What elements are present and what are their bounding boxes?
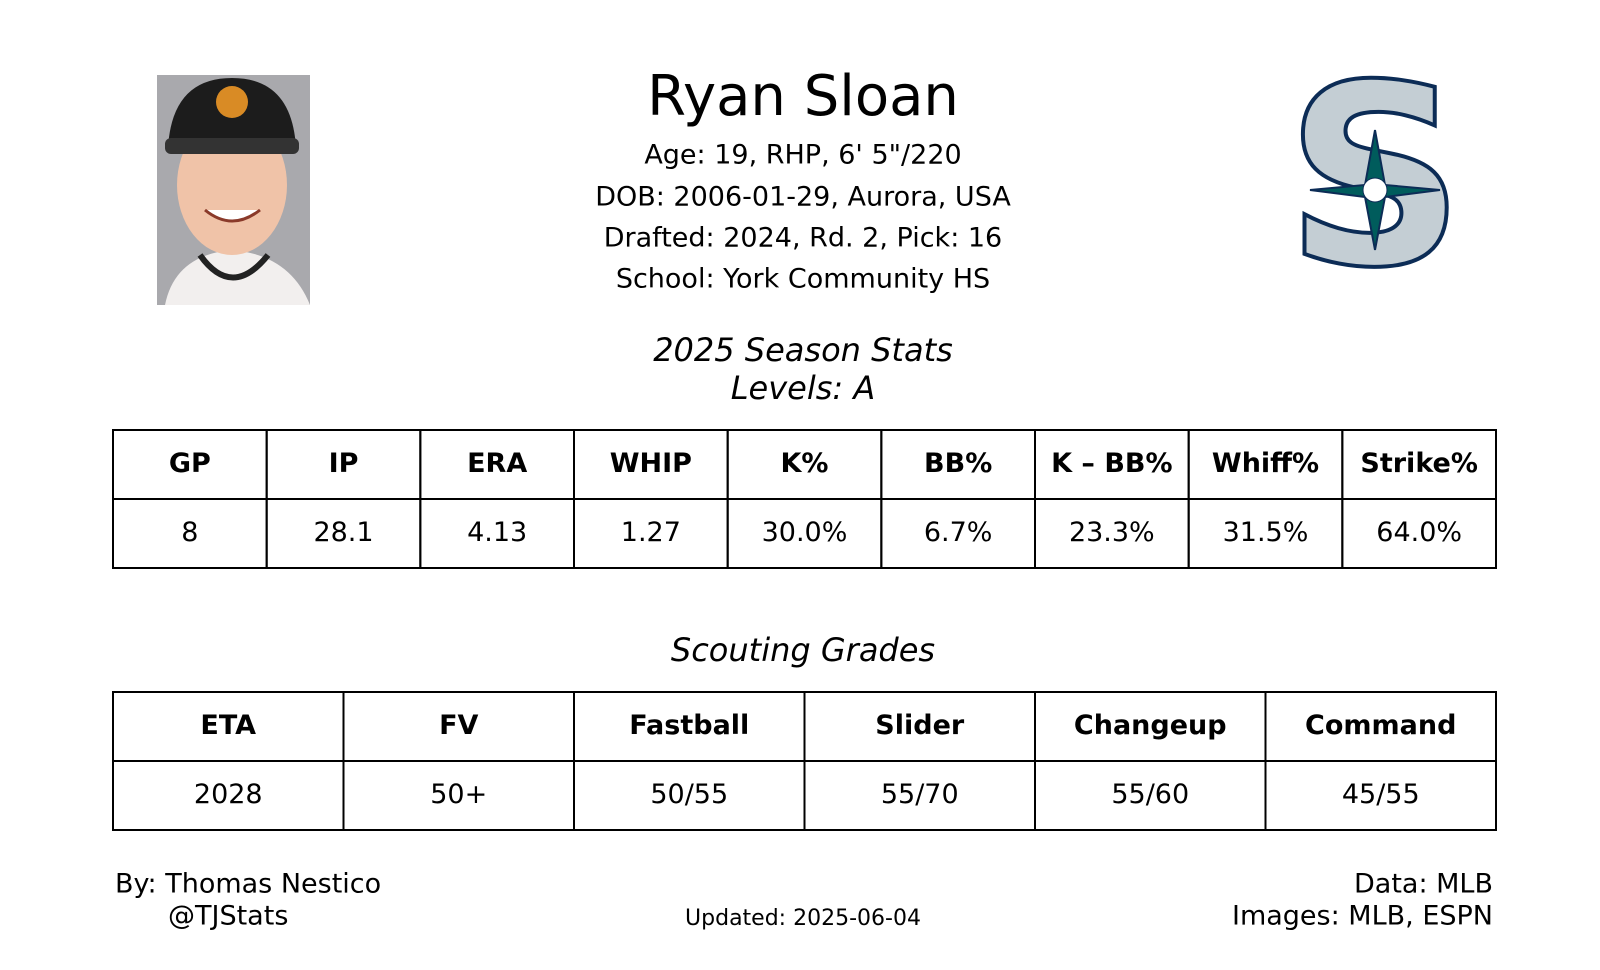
column-header: BB% [924, 448, 992, 479]
cell-value: 30.0% [762, 517, 848, 548]
column-header: WHIP [610, 448, 692, 479]
cell-value: 4.13 [467, 517, 527, 548]
column-header: FV [439, 710, 478, 741]
info-line: School: York Community HS [616, 264, 990, 295]
author: By: Thomas Nestico [115, 869, 381, 900]
cell-value: 55/70 [881, 779, 959, 810]
cell-value: 28.1 [313, 517, 373, 548]
column-header: Command [1305, 710, 1456, 741]
column-header: Fastball [629, 710, 749, 741]
cell-value: 23.3% [1069, 517, 1155, 548]
cell-value: 8 [181, 517, 198, 548]
info-line: Drafted: 2024, Rd. 2, Pick: 16 [604, 223, 1002, 254]
updated: Updated: 2025-06-04 [685, 906, 921, 931]
scouting-title: Scouting Grades [671, 631, 935, 669]
value-cell [1264, 760, 1497, 831]
column-header: Changeup [1074, 710, 1227, 741]
info-line: DOB: 2006-01-29, Aurora, USA [595, 182, 1011, 213]
cell-value: 2028 [194, 779, 263, 810]
cell-value: 55/60 [1111, 779, 1189, 810]
value-cell [1341, 498, 1498, 569]
data-source: Data: MLB [1354, 869, 1493, 900]
image-source: Images: MLB, ESPN [1232, 901, 1493, 932]
stats-subtitle: Levels: A [731, 369, 876, 407]
team-logo: S [1283, 29, 1467, 324]
handle: @TJStats [168, 901, 288, 932]
column-header: Slider [875, 710, 965, 741]
cell-value: 64.0% [1376, 517, 1462, 548]
column-header: ERA [467, 448, 527, 479]
column-header: K% [781, 448, 829, 479]
player-photo [157, 75, 310, 305]
column-header: Whiff% [1212, 448, 1319, 479]
column-header: IP [329, 448, 359, 479]
cell-value: 45/55 [1342, 779, 1420, 810]
column-header: Strike% [1360, 448, 1478, 479]
cell-value: 50/55 [650, 779, 728, 810]
column-header: ETA [200, 710, 256, 741]
cell-value: 1.27 [621, 517, 681, 548]
cell-value: 6.7% [924, 517, 993, 548]
column-header: GP [169, 448, 211, 479]
cell-value: 50+ [430, 779, 487, 810]
stats-title: 2025 Season Stats [653, 331, 953, 369]
cell-value: 31.5% [1223, 517, 1309, 548]
column-header: K – BB% [1051, 448, 1172, 479]
player-name: Ryan Sloan [647, 64, 959, 129]
info-line: Age: 19, RHP, 6' 5"/220 [644, 140, 961, 171]
